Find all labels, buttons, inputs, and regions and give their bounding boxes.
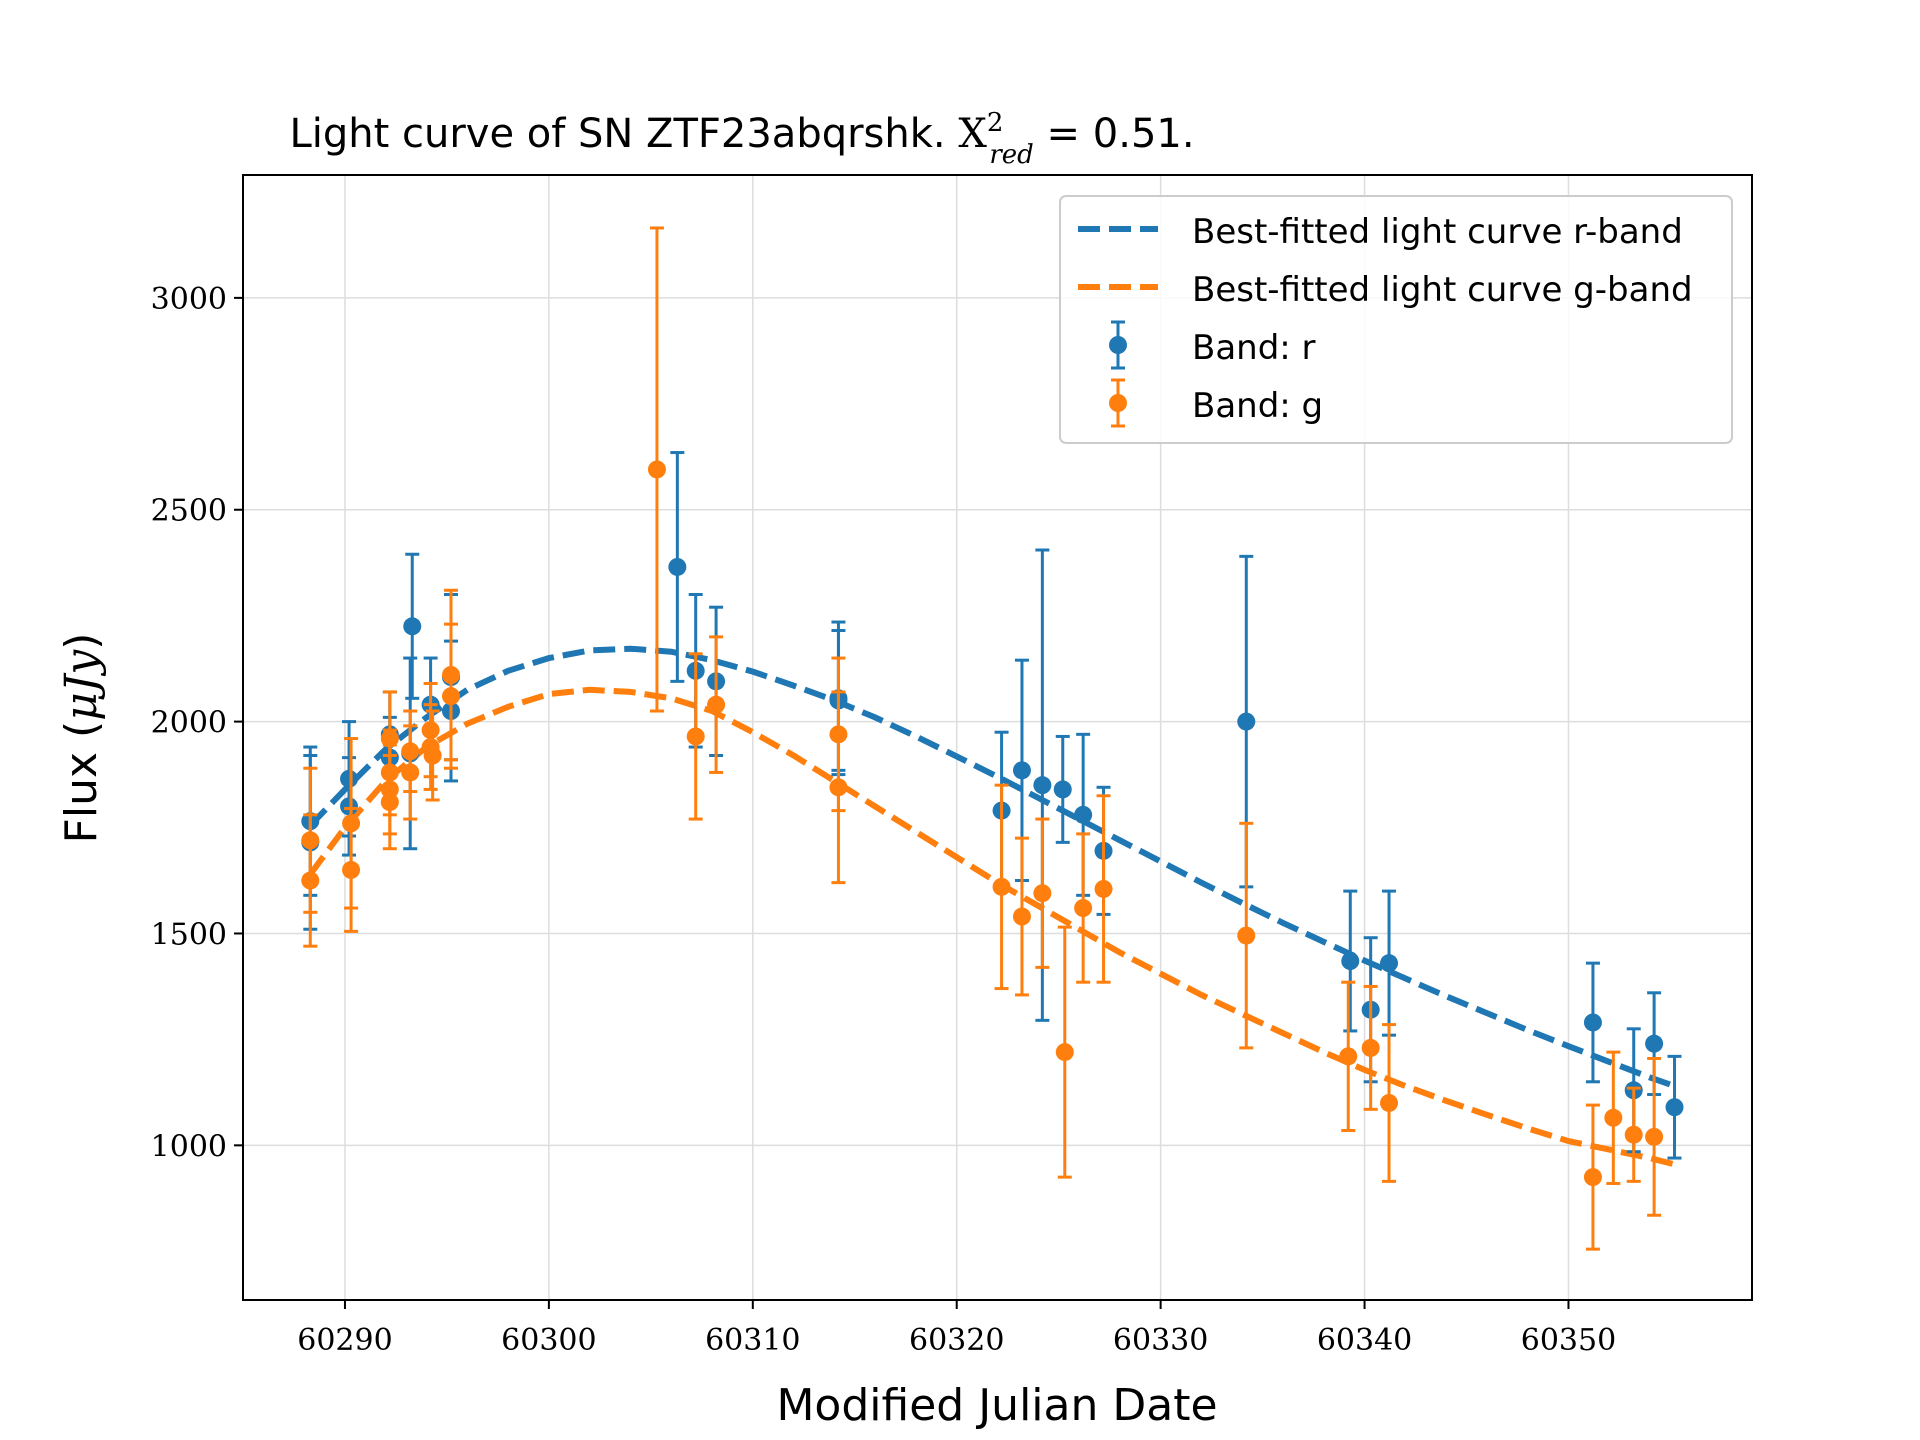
legend-swatch-band-r	[1109, 320, 1127, 370]
plot-frame	[242, 174, 1753, 1301]
data-point-g	[441, 622, 460, 770]
data-point-r	[403, 552, 422, 700]
data-points	[301, 226, 1684, 1251]
marker	[1583, 1013, 1602, 1032]
data-point-g	[1094, 794, 1113, 984]
marker	[1665, 1098, 1684, 1117]
marker	[1033, 884, 1052, 903]
fit-line-r	[308, 645, 1676, 1089]
marker	[342, 860, 361, 879]
legend-label-fit-g: Best-fitted light curve g-band	[1192, 270, 1693, 310]
marker	[441, 687, 460, 706]
data-point-g	[301, 766, 320, 914]
data-point-g	[1012, 836, 1031, 997]
x-tick-label: 60340	[1317, 1323, 1412, 1358]
marker	[380, 793, 399, 812]
marker	[647, 460, 666, 479]
data-point-g	[1237, 821, 1256, 1050]
marker	[1094, 879, 1113, 898]
marker	[1074, 899, 1093, 918]
marker	[1074, 805, 1093, 824]
marker	[1053, 780, 1072, 799]
marker	[340, 797, 359, 816]
x-tick-label: 60290	[297, 1323, 392, 1358]
marker	[686, 727, 705, 746]
data-point-g	[1074, 832, 1093, 984]
data-point-g	[1604, 1050, 1623, 1185]
x-axis-ticks: 60290 60300 60310 60320 60330 60340 60350	[297, 1300, 1616, 1358]
marker	[301, 831, 320, 850]
legend-swatch-band-g	[1109, 378, 1127, 428]
data-point-r	[1583, 961, 1602, 1084]
marker	[1361, 1038, 1380, 1057]
marker	[1583, 1168, 1602, 1187]
chart-title: Light curve of SN ZTF23abqrshk. X2 red = …	[289, 108, 1194, 170]
legend-label-fit-r: Best-fitted light curve r-band	[1192, 212, 1683, 252]
legend-box	[1059, 195, 1733, 444]
data-point-g	[829, 690, 848, 885]
marker	[1645, 1127, 1664, 1146]
y-axis-label: Flux (μJy)	[56, 633, 107, 844]
data-point-g	[1055, 925, 1074, 1179]
data-point-g	[992, 783, 1011, 991]
data-point-r	[1053, 734, 1072, 844]
marker	[707, 695, 726, 714]
data-point-g	[1033, 817, 1052, 969]
legend-label-band-g: Band: g	[1192, 386, 1323, 426]
x-axis-label: Modified Julian Date	[776, 1380, 1217, 1431]
marker	[1339, 1047, 1358, 1066]
data-point-g	[647, 226, 666, 713]
x-tick-label: 60300	[501, 1323, 596, 1358]
data-point-g	[1339, 980, 1358, 1133]
marker	[1012, 761, 1031, 780]
marker	[1237, 712, 1256, 731]
y-tick-label: 1000	[151, 1129, 227, 1164]
legend: Best-fitted light curve r-band Best-fitt…	[1059, 195, 1733, 444]
data-point-r	[1341, 889, 1360, 1033]
marker	[423, 746, 442, 765]
marker	[1237, 926, 1256, 945]
marker	[829, 778, 848, 797]
data-point-g	[1645, 1056, 1664, 1217]
x-tick-label: 60310	[705, 1323, 800, 1358]
marker	[992, 877, 1011, 896]
data-point-r	[1665, 1054, 1684, 1160]
x-tick-label: 60320	[909, 1323, 1004, 1358]
y-tick-label: 2000	[151, 706, 227, 741]
data-point-g	[686, 652, 705, 821]
x-tick-label: 60350	[1521, 1323, 1616, 1358]
marker	[1033, 776, 1052, 795]
marker	[1624, 1125, 1643, 1144]
marker	[401, 763, 420, 782]
y-tick-label: 2500	[151, 494, 227, 529]
marker	[1380, 1093, 1399, 1112]
marker	[1055, 1043, 1074, 1062]
data-point-g	[1380, 1023, 1399, 1183]
data-point-g	[707, 635, 726, 774]
legend-label-band-r: Band: r	[1192, 328, 1316, 368]
data-point-g	[1624, 1086, 1643, 1183]
data-point-g	[423, 709, 442, 802]
y-tick-label: 1500	[151, 917, 227, 952]
data-point-r	[668, 451, 687, 683]
marker	[1012, 907, 1031, 926]
marker	[668, 557, 687, 576]
data-point-g	[342, 806, 361, 933]
marker	[403, 617, 422, 636]
data-point-g	[401, 724, 420, 821]
y-tick-label: 3000	[151, 282, 227, 317]
data-point-g	[1361, 984, 1380, 1111]
data-point-g	[380, 754, 399, 851]
data-point-r	[340, 756, 359, 857]
marker	[1645, 1034, 1664, 1053]
marker	[1604, 1108, 1623, 1127]
marker	[1380, 954, 1399, 973]
marker	[1341, 952, 1360, 971]
x-tick-label: 60330	[1113, 1323, 1208, 1358]
data-point-g	[1583, 1103, 1602, 1251]
y-axis-ticks: 1000 1500 2000 2500 3000	[151, 282, 243, 1164]
